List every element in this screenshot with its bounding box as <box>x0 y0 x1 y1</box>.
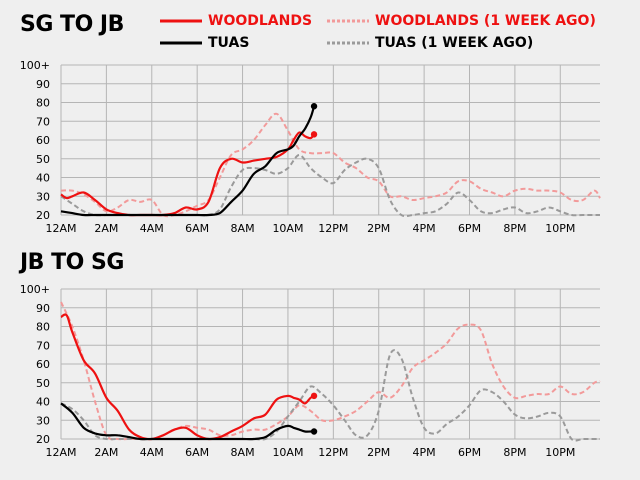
y-tick-label: 40 <box>36 172 50 185</box>
x-tick-label: 8PM <box>503 222 526 235</box>
y-tick-label: 70 <box>36 339 50 352</box>
series-line-woodlands-1-week-ago <box>60 301 601 441</box>
legend: WOODLANDS WOODLANDS (1 WEEK AGO) TUAS TU… <box>160 13 630 57</box>
x-tick-label: 6PM <box>458 446 481 459</box>
y-tick-label: 60 <box>36 358 50 371</box>
chart-jb-to-sg: 20 30 40 50 60 70 80 90 100+ 12AM 2AM 4AM 6AM 8AM 10AM… <box>20 283 601 459</box>
x-tick-label: 2AM <box>94 222 118 235</box>
y-tick-label: 50 <box>36 377 50 390</box>
series-end-point <box>310 131 318 138</box>
y-tick-label: 20 <box>36 209 50 222</box>
series-end-point <box>310 392 318 400</box>
y-tick-label: 80 <box>36 97 50 110</box>
x-tick-label: 10AM <box>272 222 303 235</box>
legend-item-woodlands-week-ago: WOODLANDS (1 WEEK AGO) <box>327 13 596 29</box>
x-tick-label: 12PM <box>318 446 348 459</box>
y-tick-label: 30 <box>36 190 50 203</box>
series-line-woodlands-1-week-ago <box>60 112 601 218</box>
series-line-woodlands <box>60 313 315 441</box>
x-tick-label: 10AM <box>272 446 303 459</box>
legend-label: WOODLANDS (1 WEEK AGO) <box>375 13 596 29</box>
x-tick-label: 8PM <box>503 446 526 459</box>
x-tick-label: 2PM <box>367 446 390 459</box>
chart-sg-to-jb: 20 30 40 50 60 70 80 90 100+ 12AM 2AM 4AM 6AM 8AM 10AM… <box>20 59 601 235</box>
series-line-tuas <box>60 106 316 217</box>
x-tick-label: 4PM <box>413 446 436 459</box>
x-tick-label: 6AM <box>185 446 209 459</box>
series-line-tuas <box>60 402 314 441</box>
y-tick-label: 90 <box>36 78 50 91</box>
x-tick-label: 2AM <box>94 446 118 459</box>
series-line-woodlands <box>60 131 315 217</box>
y-tick-label: 30 <box>36 414 50 427</box>
x-tick-label: 6AM <box>185 222 209 235</box>
series-line-tuas-1-week-ago <box>60 154 600 218</box>
x-tick-label: 4AM <box>140 222 164 235</box>
x-tick-label: 10PM <box>545 222 575 235</box>
y-tick-label: 80 <box>36 321 50 334</box>
x-tick-label: 4PM <box>413 222 436 235</box>
y-tick-label: 90 <box>36 302 50 315</box>
y-tick-label: 60 <box>36 134 50 147</box>
legend-label: WOODLANDS <box>208 13 313 29</box>
legend-label: TUAS (1 WEEK AGO) <box>375 35 534 51</box>
x-tick-label: 12PM <box>318 222 348 235</box>
legend-item-woodlands: WOODLANDS <box>160 13 312 29</box>
x-tick-label: 12AM <box>45 446 76 459</box>
y-tick-label: 40 <box>36 396 50 409</box>
y-tick-label: 70 <box>36 115 50 128</box>
series-end-point <box>310 428 318 435</box>
x-tick-label: 12AM <box>45 222 76 235</box>
legend-label: TUAS <box>208 35 250 51</box>
y-tick-label: 100+ <box>20 283 50 296</box>
y-tick-label: 20 <box>36 433 50 446</box>
x-tick-label: 8AM <box>231 446 255 459</box>
x-tick-label: 6PM <box>458 222 481 235</box>
x-tick-label: 2PM <box>367 222 390 235</box>
x-tick-label: 8AM <box>231 222 255 235</box>
chart-title-jb-to-sg: JB TO SG <box>20 250 124 275</box>
legend-item-tuas: TUAS <box>160 35 249 51</box>
y-tick-label: 50 <box>36 153 50 166</box>
x-tick-label: 4AM <box>140 446 164 459</box>
chart-title-sg-to-jb: SG TO JB <box>20 12 124 37</box>
series-end-point <box>310 103 318 110</box>
x-tick-label: 10PM <box>545 446 575 459</box>
legend-item-tuas-week-ago: TUAS (1 WEEK AGO) <box>327 35 533 51</box>
y-tick-label: 100+ <box>20 59 50 72</box>
